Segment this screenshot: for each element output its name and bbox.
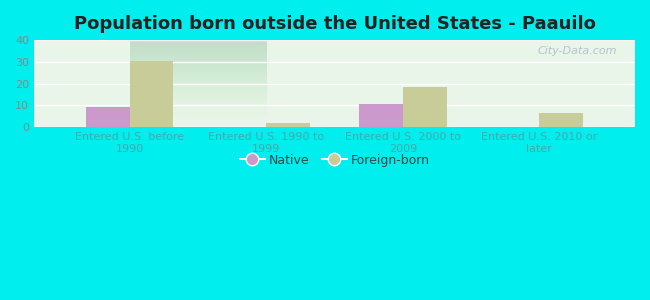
Legend: Native, Foreign-born: Native, Foreign-born [235, 148, 434, 172]
Title: Population born outside the United States - Paauilo: Population born outside the United State… [73, 15, 595, 33]
Bar [86, 106, 129, 127]
Bar [359, 104, 403, 127]
Bar [129, 61, 174, 127]
Bar [266, 123, 310, 127]
Text: City-Data.com: City-Data.com [538, 46, 617, 56]
Bar [403, 87, 447, 127]
Bar [540, 113, 583, 127]
